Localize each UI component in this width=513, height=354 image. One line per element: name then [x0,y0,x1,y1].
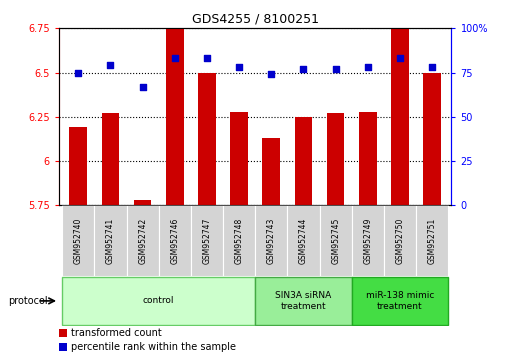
Text: GSM952740: GSM952740 [74,217,83,264]
Bar [69,127,87,205]
Text: GSM952746: GSM952746 [170,217,180,264]
Text: GSM952744: GSM952744 [299,217,308,264]
Text: GSM952745: GSM952745 [331,217,340,264]
Bar [62,205,94,276]
Bar [159,205,191,276]
Text: percentile rank within the sample: percentile rank within the sample [71,342,236,352]
Text: GSM952750: GSM952750 [396,217,404,264]
Text: GSM952742: GSM952742 [138,218,147,264]
Bar [352,277,448,325]
Point [74,70,83,75]
Bar [59,329,67,337]
Bar [327,113,345,205]
Bar [230,112,248,205]
Bar [59,343,67,351]
Bar [166,28,184,205]
Point [171,56,179,61]
Text: GSM952749: GSM952749 [363,217,372,264]
Bar [416,205,448,276]
Title: GDS4255 / 8100251: GDS4255 / 8100251 [192,13,319,26]
Bar [352,205,384,276]
Point [235,64,243,70]
Bar [62,277,255,325]
Bar [255,277,352,325]
Bar [198,73,216,205]
Bar [384,205,416,276]
Text: transformed count: transformed count [71,328,162,338]
Text: SIN3A siRNA
treatment: SIN3A siRNA treatment [275,291,331,310]
Text: GSM952741: GSM952741 [106,218,115,264]
Text: protocol: protocol [8,296,47,306]
Point [428,64,436,70]
Bar [423,73,441,205]
Point [331,66,340,72]
Point [300,66,308,72]
Bar [127,205,159,276]
Point [267,72,275,77]
Bar [102,113,120,205]
Text: control: control [143,296,174,306]
Point [396,56,404,61]
Text: GSM952747: GSM952747 [203,217,211,264]
Bar [223,205,255,276]
Bar [320,205,352,276]
Bar [134,200,151,205]
Text: GSM952743: GSM952743 [267,217,276,264]
Bar [255,205,287,276]
Point [139,84,147,90]
Bar [294,117,312,205]
Point [106,63,114,68]
Bar [191,205,223,276]
Point [364,64,372,70]
Text: GSM952748: GSM952748 [234,218,244,264]
Text: GSM952751: GSM952751 [428,218,437,264]
Bar [287,205,320,276]
Text: miR-138 mimic
treatment: miR-138 mimic treatment [366,291,434,310]
Bar [359,112,377,205]
Bar [391,28,409,205]
Bar [94,205,127,276]
Bar [263,138,280,205]
Point [203,56,211,61]
